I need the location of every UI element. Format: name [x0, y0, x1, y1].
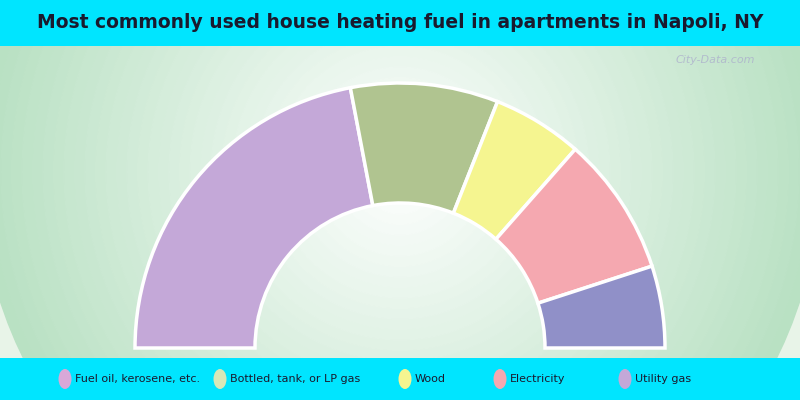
Circle shape: [201, 0, 599, 372]
Circle shape: [95, 0, 705, 400]
Circle shape: [22, 0, 778, 400]
Text: Electricity: Electricity: [510, 374, 566, 384]
Bar: [0, 358, 800, 400]
Circle shape: [263, 36, 537, 308]
Circle shape: [117, 0, 683, 400]
Circle shape: [390, 162, 410, 182]
Circle shape: [285, 56, 515, 288]
Circle shape: [138, 0, 662, 400]
Circle shape: [127, 0, 673, 400]
Circle shape: [347, 120, 453, 224]
Ellipse shape: [214, 369, 226, 389]
Circle shape: [379, 151, 421, 193]
Text: City-Data.com: City-Data.com: [675, 55, 755, 65]
Circle shape: [316, 88, 484, 256]
Circle shape: [190, 0, 610, 382]
Wedge shape: [496, 149, 652, 303]
Text: Most commonly used house heating fuel in apartments in Napoli, NY: Most commonly used house heating fuel in…: [37, 14, 763, 32]
Circle shape: [169, 0, 631, 400]
Circle shape: [337, 109, 463, 235]
Circle shape: [232, 4, 568, 340]
Circle shape: [295, 67, 505, 277]
Circle shape: [11, 0, 789, 400]
Circle shape: [64, 0, 736, 400]
Circle shape: [326, 98, 474, 246]
Circle shape: [43, 0, 757, 400]
Circle shape: [211, 0, 589, 361]
Text: Fuel oil, kerosene, etc.: Fuel oil, kerosene, etc.: [75, 374, 200, 384]
Wedge shape: [538, 266, 665, 348]
Circle shape: [158, 0, 642, 400]
Circle shape: [54, 0, 746, 400]
Wedge shape: [135, 88, 373, 348]
Wedge shape: [454, 102, 575, 239]
Ellipse shape: [494, 369, 506, 389]
Circle shape: [369, 140, 431, 204]
Ellipse shape: [58, 369, 71, 389]
Circle shape: [106, 0, 694, 400]
Bar: [0, 0, 800, 46]
Circle shape: [222, 0, 578, 350]
Text: Wood: Wood: [415, 374, 446, 384]
Circle shape: [179, 0, 621, 392]
Bar: [0, 46, 800, 358]
Circle shape: [74, 0, 726, 400]
Circle shape: [85, 0, 715, 400]
Text: Utility gas: Utility gas: [635, 374, 691, 384]
Circle shape: [148, 0, 652, 400]
Circle shape: [33, 0, 767, 400]
Ellipse shape: [398, 369, 411, 389]
Text: Bottled, tank, or LP gas: Bottled, tank, or LP gas: [230, 374, 360, 384]
Circle shape: [242, 14, 558, 330]
Circle shape: [358, 130, 442, 214]
Circle shape: [306, 78, 494, 266]
Bar: [0, 46, 800, 358]
Ellipse shape: [618, 369, 631, 389]
Circle shape: [253, 25, 547, 319]
Wedge shape: [350, 83, 498, 213]
Circle shape: [274, 46, 526, 298]
